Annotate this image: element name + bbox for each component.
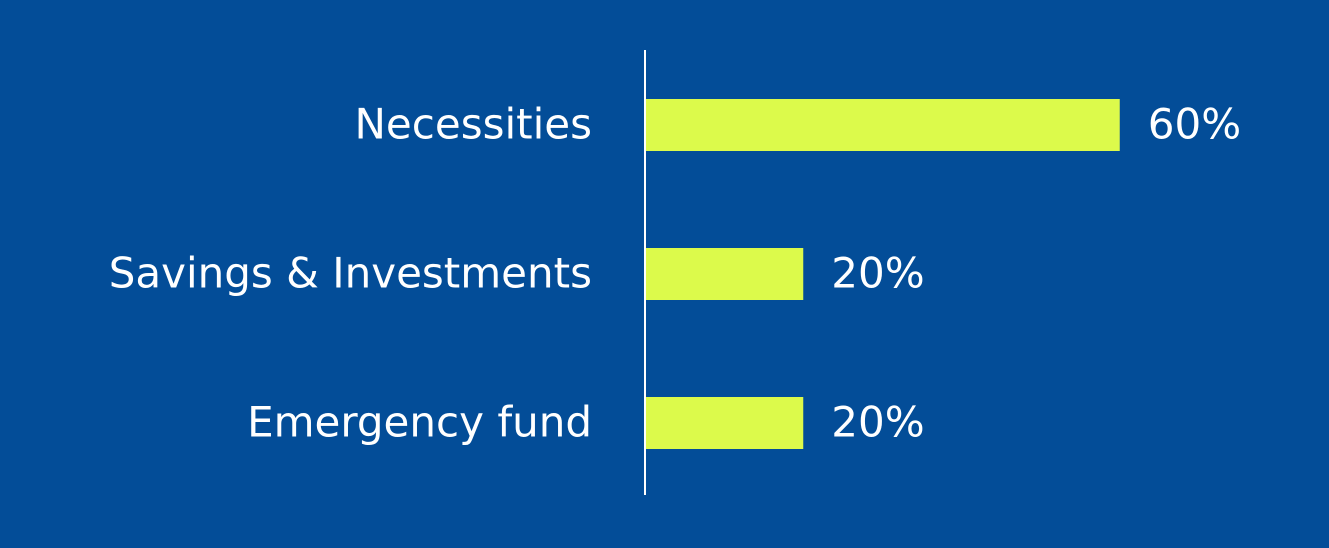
category-label: Emergency fund xyxy=(247,398,592,447)
category-label: Necessities xyxy=(355,100,592,149)
bar xyxy=(645,397,804,449)
bar xyxy=(645,99,1120,151)
bar xyxy=(645,248,804,300)
category-label: Savings & Investments xyxy=(109,249,592,298)
value-label: 20% xyxy=(831,398,924,447)
value-label: 60% xyxy=(1148,100,1241,149)
value-label: 20% xyxy=(831,249,924,298)
